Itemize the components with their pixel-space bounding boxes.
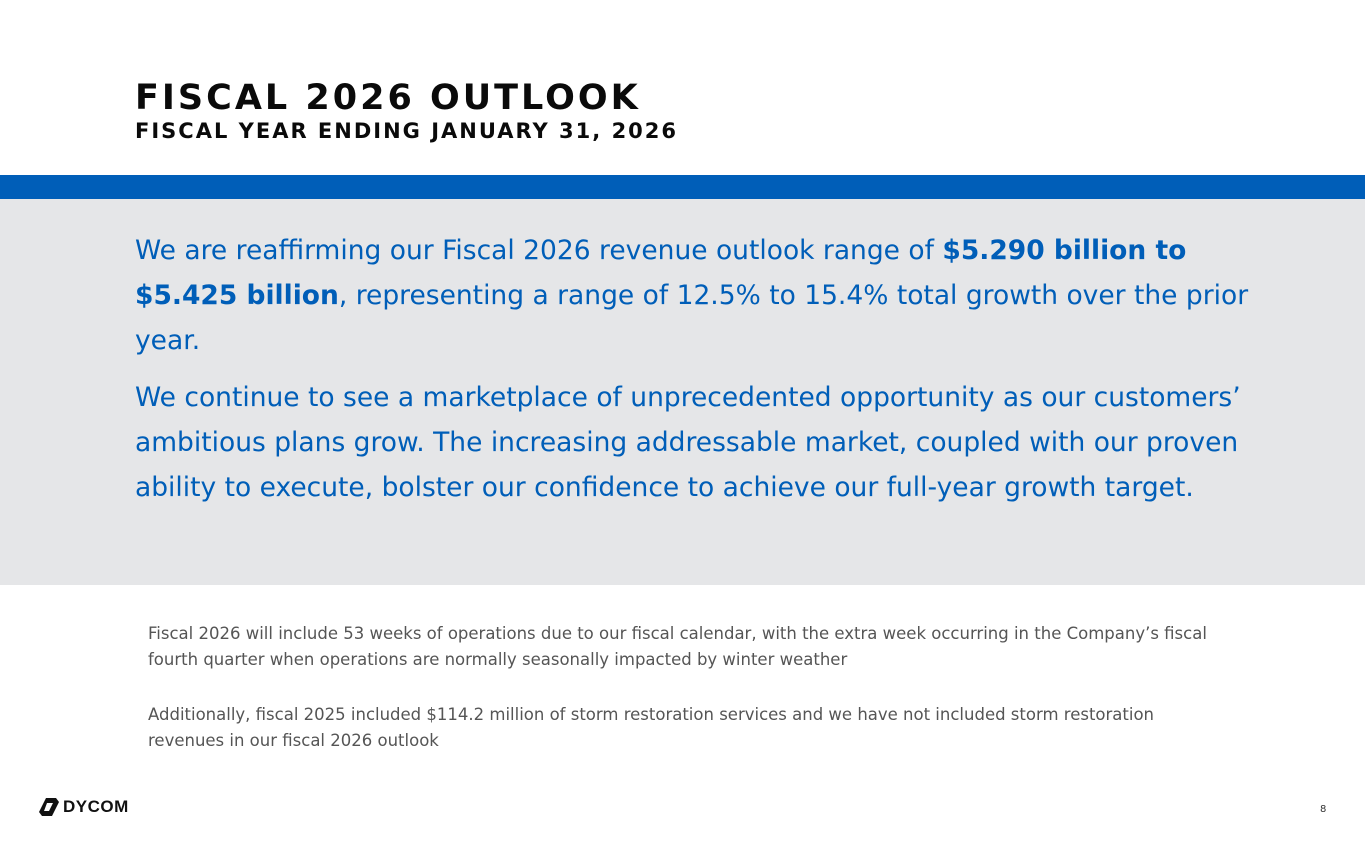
- accent-bar: [0, 175, 1365, 199]
- opportunity-statement: We continue to see a marketplace of unpr…: [135, 382, 1241, 503]
- slide-title: FISCAL 2026 OUTLOOK: [135, 78, 641, 118]
- outlook-prefix: We are reaffirming our Fiscal 2026 reven…: [135, 235, 943, 266]
- highlight-band: [0, 199, 1365, 585]
- outlook-suffix: , representing a range of 12.5% to 15.4%…: [135, 280, 1249, 356]
- note-53-weeks: Fiscal 2026 will include 53 weeks of ope…: [148, 624, 1207, 669]
- page-number: 8: [1320, 804, 1327, 815]
- logo-text: DYCOM: [63, 797, 129, 816]
- outlook-range: $5.290 billion to $5.425 billion: [135, 235, 1187, 311]
- dycom-mark-icon: [39, 798, 59, 816]
- dycom-logo: DYCOM: [38, 797, 129, 817]
- note-storm-restoration: Additionally, fiscal 2025 included $114.…: [148, 705, 1155, 750]
- outlook-statement: We are reaffirming our Fiscal 2026 reven…: [135, 228, 1255, 363]
- slide-subtitle: FISCAL YEAR ENDING JANUARY 31, 2026: [135, 119, 679, 143]
